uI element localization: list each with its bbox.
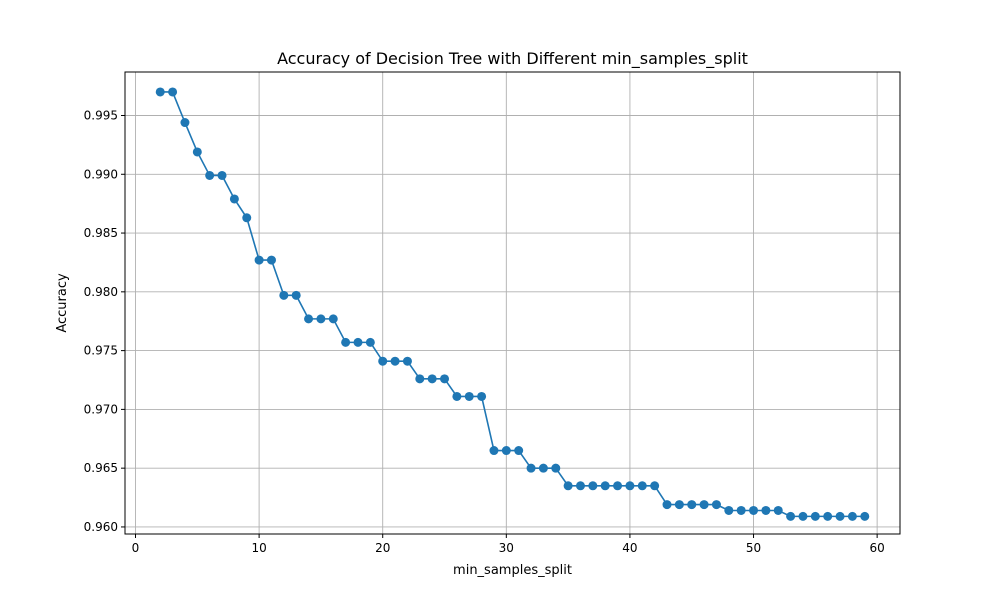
data-point: [613, 481, 623, 491]
data-point: [291, 290, 301, 300]
y-axis-label: Accuracy: [55, 273, 70, 333]
data-point: [823, 511, 833, 521]
y-tick-label: 0.990: [84, 167, 118, 181]
data-point: [365, 337, 375, 347]
data-point: [464, 391, 474, 401]
x-tick-label: 40: [622, 541, 637, 555]
series-line: [160, 91, 865, 518]
data-point: [501, 446, 511, 456]
x-tick-label: 10: [251, 541, 266, 555]
data-point: [452, 391, 462, 401]
y-gridlines: [125, 115, 900, 528]
data-point: [563, 481, 573, 491]
y-tick-label: 0.980: [84, 285, 118, 299]
data-point: [427, 374, 437, 384]
data-point: [860, 511, 870, 521]
axes-frame: [124, 71, 901, 535]
x-axis-ticks: 0 10 20 30 40 50 60: [132, 534, 885, 555]
data-point: [514, 446, 524, 456]
data-point: [242, 213, 252, 223]
data-point: [600, 481, 610, 491]
data-point: [205, 170, 215, 180]
data-point: [440, 374, 450, 384]
y-tick-label: 0.970: [84, 402, 118, 416]
data-point: [625, 481, 635, 491]
data-point: [477, 391, 487, 401]
data-point: [773, 505, 783, 515]
plot-area: [125, 72, 900, 534]
accuracy-series: [155, 87, 870, 521]
data-point: [266, 255, 276, 265]
data-point: [786, 511, 796, 521]
data-point: [637, 481, 647, 491]
data-point: [736, 505, 746, 515]
y-tick-label: 0.965: [84, 461, 118, 475]
data-point: [353, 337, 363, 347]
data-point: [724, 505, 734, 515]
data-point: [279, 290, 289, 300]
data-point: [328, 314, 338, 324]
data-point: [168, 87, 178, 97]
data-point: [588, 481, 598, 491]
data-point: [798, 511, 808, 521]
data-point: [847, 511, 857, 521]
data-point: [749, 505, 759, 515]
x-gridlines: [135, 72, 878, 534]
x-tick-label: 50: [746, 541, 761, 555]
data-point: [526, 463, 536, 473]
x-tick-label: 20: [375, 541, 390, 555]
data-point: [341, 337, 351, 347]
series-markers: [155, 87, 870, 521]
data-point: [699, 500, 709, 510]
data-point: [192, 147, 202, 157]
data-point: [575, 481, 585, 491]
data-point: [402, 356, 412, 366]
data-point: [254, 255, 264, 265]
y-tick-label: 0.975: [84, 344, 118, 358]
y-tick-label: 0.960: [84, 520, 118, 534]
x-tick-label: 30: [499, 541, 514, 555]
data-point: [538, 463, 548, 473]
x-axis-label: min_samples_split: [453, 563, 572, 578]
data-point: [687, 500, 697, 510]
data-point: [489, 446, 499, 456]
data-point: [229, 194, 239, 204]
data-point: [711, 500, 721, 510]
data-point: [551, 463, 561, 473]
y-tick-label: 0.985: [84, 226, 118, 240]
data-point: [378, 356, 388, 366]
data-point: [650, 481, 660, 491]
data-point: [662, 500, 672, 510]
chart-title: Accuracy of Decision Tree with Different…: [277, 49, 748, 69]
data-point: [415, 374, 425, 384]
data-point: [180, 118, 190, 128]
data-point: [316, 314, 326, 324]
data-point: [390, 356, 400, 366]
data-point: [835, 511, 845, 521]
x-tick-label: 0: [132, 541, 140, 555]
data-point: [674, 500, 684, 510]
data-point: [761, 505, 771, 515]
data-point: [304, 314, 314, 324]
y-axis-ticks: 0.960 0.965 0.970 0.975 0.980 0.985 0.990 0.995: [84, 108, 125, 534]
data-point: [217, 170, 227, 180]
y-tick-label: 0.995: [84, 108, 118, 122]
x-tick-label: 60: [869, 541, 884, 555]
data-point: [155, 87, 165, 97]
data-point: [810, 511, 820, 521]
